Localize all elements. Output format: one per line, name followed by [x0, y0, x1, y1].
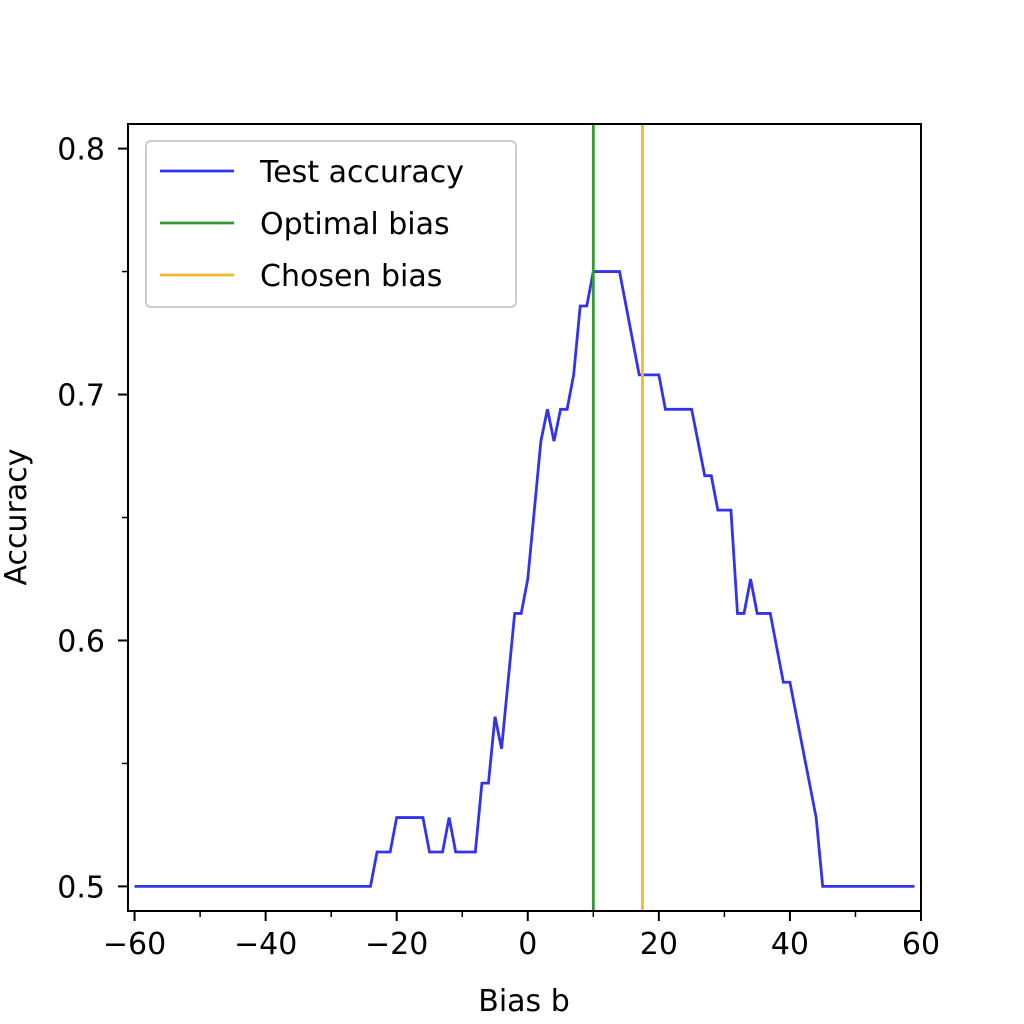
y-tick-label: 0.6: [57, 624, 105, 659]
x-tick-label: −40: [234, 927, 297, 962]
y-tick-label: 0.5: [57, 870, 105, 905]
series-line-test-accuracy: [134, 270, 915, 888]
y-axis-label: Accuracy: [0, 449, 34, 586]
legend-label-optimal-bias: Optimal bias: [260, 207, 450, 242]
plot-area: [134, 124, 915, 911]
x-tick-label: 40: [771, 927, 809, 962]
y-tick-label: 0.8: [57, 133, 105, 168]
legend-label-chosen-bias: Chosen bias: [260, 259, 442, 294]
x-tick-label: 20: [640, 927, 678, 962]
x-tick-label: 0: [518, 927, 537, 962]
y-tick-label: 0.7: [57, 379, 105, 414]
x-axis-label: Bias b: [478, 984, 570, 1019]
legend-box: [145, 140, 517, 308]
legend-label-test-accuracy: Test accuracy: [259, 155, 464, 190]
x-tick-label: −60: [103, 927, 166, 962]
x-tick-label: 60: [902, 927, 940, 962]
legend: Test accuracy Optimal bias Chosen bias: [145, 140, 517, 308]
x-tick-label: −20: [365, 927, 428, 962]
